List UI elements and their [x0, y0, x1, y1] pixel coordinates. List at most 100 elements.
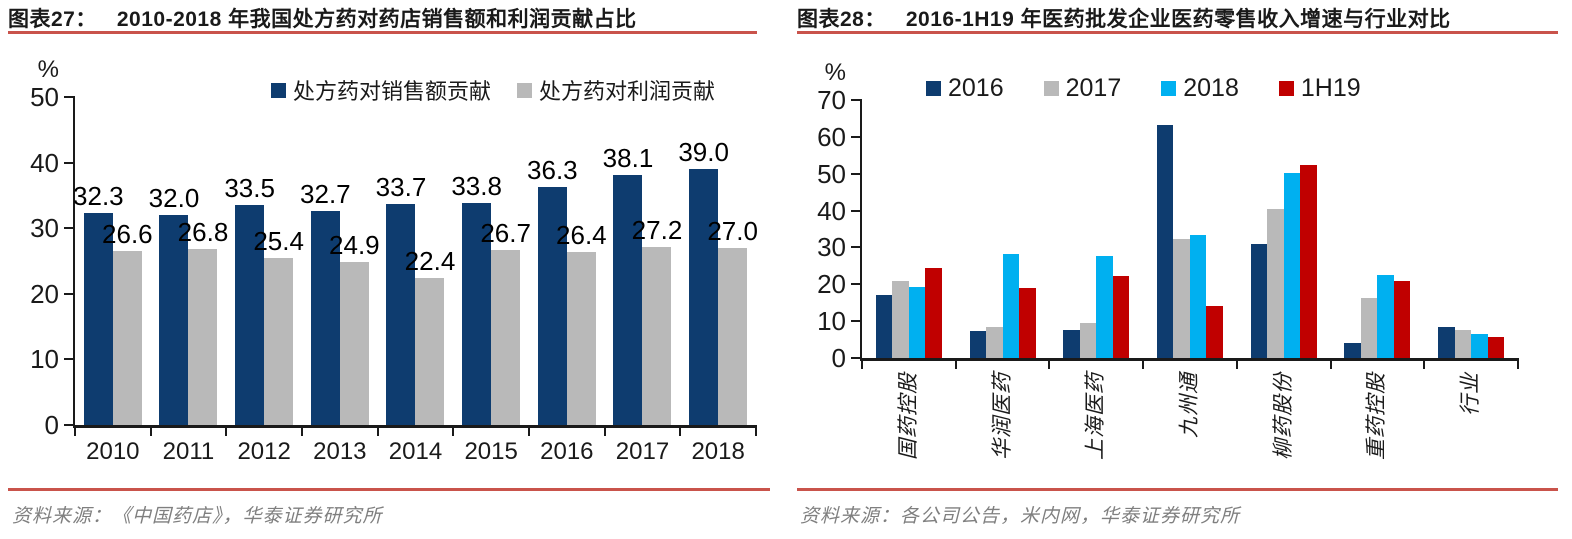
bar-2-2: 26.8 [178, 219, 228, 425]
bar-group: 33.7 22.4 [376, 97, 455, 425]
bar-value-label: 32.3 [73, 181, 124, 212]
bar-1-7: 36.3 [527, 157, 578, 425]
bar-3-4 [1189, 234, 1207, 358]
x-category-label: 2014 [388, 438, 443, 465]
x-category-label-cell: 上海医药 [1049, 360, 1143, 480]
source-overline [8, 488, 770, 491]
bar-value-label: 32.7 [300, 178, 351, 209]
bar-4-2 [1019, 287, 1036, 358]
chart-legend: 2016 2017 2018 1H19 [926, 74, 1361, 103]
x-category-label-cell: 柳药股份 [1237, 360, 1331, 480]
x-category-label: 国药控股 [896, 372, 920, 460]
y-axis-tick [64, 227, 75, 230]
source-overline [797, 488, 1558, 491]
legend-item-2: 2017 [1043, 74, 1121, 103]
bar-2-6 [1360, 298, 1378, 358]
x-axis-tick [603, 425, 606, 436]
bar-3-5 [1283, 172, 1301, 358]
bar-1-6 [1344, 343, 1361, 358]
legend-label: 2016 [948, 74, 1004, 102]
bar-2-1: 26.6 [102, 221, 153, 425]
x-axis-tick [954, 358, 957, 369]
bar-value-label: 33.7 [375, 171, 427, 202]
bar-2-4 [1173, 238, 1190, 358]
bar-value-label: 32.0 [148, 183, 200, 214]
source-note: 资料来源：各公司公告，米内网，华泰证券研究所 [800, 506, 1241, 527]
bar-group: 33.5 25.4 [224, 97, 304, 425]
bar-1-5 [1250, 243, 1268, 358]
y-axis-tick-label: 30 [30, 213, 59, 244]
bar-1-2: 32.0 [149, 185, 199, 425]
x-category-label-cell: 国药控股 [862, 360, 956, 480]
x-category-label: 2016 [540, 438, 594, 465]
x-axis-tick [1048, 358, 1051, 369]
x-category-label: 2011 [162, 438, 215, 465]
x-axis-tick [301, 425, 303, 436]
bar-value-label: 38.1 [602, 143, 654, 174]
bar-4-5 [1300, 164, 1317, 358]
y-axis-tick-label: 50 [817, 158, 846, 189]
bar-value-label: 36.3 [527, 154, 578, 185]
bar-1-1 [875, 295, 893, 358]
legend-swatch-icon [926, 81, 941, 96]
bar-2-5 [1267, 208, 1284, 358]
bar-1-3 [1063, 330, 1080, 358]
bar-4-1 [925, 268, 942, 358]
x-category-label: 2015 [464, 438, 518, 465]
bar-1-5: 33.7 [376, 174, 426, 425]
y-axis-unit-label: % [824, 59, 846, 86]
bar-value-label: 24.9 [329, 229, 380, 260]
bar-value-label: 22.4 [404, 246, 456, 277]
bar-2-6: 26.7 [480, 220, 531, 425]
x-category-label-cell: 华润医药 [956, 360, 1050, 480]
x-axis-tick [755, 425, 757, 436]
x-category-label: 2017 [615, 438, 670, 465]
x-axis-line [73, 425, 757, 428]
x-category-label: 华润医药 [990, 372, 1014, 460]
x-axis-tick [679, 425, 682, 436]
legend-swatch-icon [517, 82, 533, 98]
y-axis-tick-label: 0 [831, 343, 846, 373]
x-axis-tick [149, 425, 152, 436]
x-axis-tick [861, 358, 863, 369]
bar-2-5: 22.4 [405, 248, 455, 425]
chart-legend: 处方药对销售额贡献 处方药对利润贡献 [271, 74, 715, 106]
bar-3-1 [908, 286, 926, 358]
figure-27-label: 图表27： [8, 8, 97, 31]
legend-label: 处方药对销售额贡献 [293, 79, 492, 104]
y-axis-tick-label: 0 [44, 410, 59, 440]
bar-group [1331, 100, 1425, 358]
x-axis-tick [1423, 358, 1426, 369]
y-axis-tick-label: 40 [30, 147, 59, 178]
x-axis-tick [1142, 358, 1145, 369]
x-category-label: 九州通 [1178, 372, 1201, 438]
x-axis-tick [376, 425, 379, 436]
y-axis-tick [851, 172, 862, 175]
bar-1-1: 32.3 [73, 183, 124, 425]
bar-value-label: 33.5 [224, 173, 275, 204]
x-category-label: 2018 [691, 438, 745, 465]
bar-4-3 [1112, 275, 1130, 358]
bar-2-7: 26.4 [556, 222, 607, 425]
y-axis-tick [64, 96, 75, 98]
bar-3-3 [1096, 256, 1113, 358]
bar-2-1 [892, 280, 909, 358]
legend-swatch-icon [1043, 81, 1059, 96]
y-axis-tick [64, 424, 75, 426]
bar-2-3 [1079, 323, 1097, 358]
bar-group: 38.1 27.2 [602, 97, 682, 425]
bar-group [1143, 100, 1237, 358]
y-axis-tick-label: 10 [817, 306, 846, 337]
x-axis-tick [452, 425, 455, 436]
bar-2-9: 27.0 [707, 218, 758, 425]
bar-1-7 [1438, 327, 1455, 358]
bar-1-6: 33.8 [451, 173, 502, 425]
bar-2-4: 24.9 [329, 232, 380, 425]
legend-item-3: 2018 [1161, 74, 1239, 103]
y-axis-tick [851, 209, 862, 212]
legend-swatch-icon [1278, 81, 1294, 96]
figure-27-panel: 图表27： 2010-2018 年我国处方药对药店销售额和利润贡献占比 % 0 10 2… [8, 8, 770, 527]
figure-28-panel: 图表28： 2016-1H19 年医药批发企业医药零售收入增速与行业对比 % 0 10… [786, 0, 1572, 539]
x-axis-tick [528, 425, 530, 436]
source-note: 资料来源：《中国药店》，华泰证券研究所 [12, 506, 383, 527]
